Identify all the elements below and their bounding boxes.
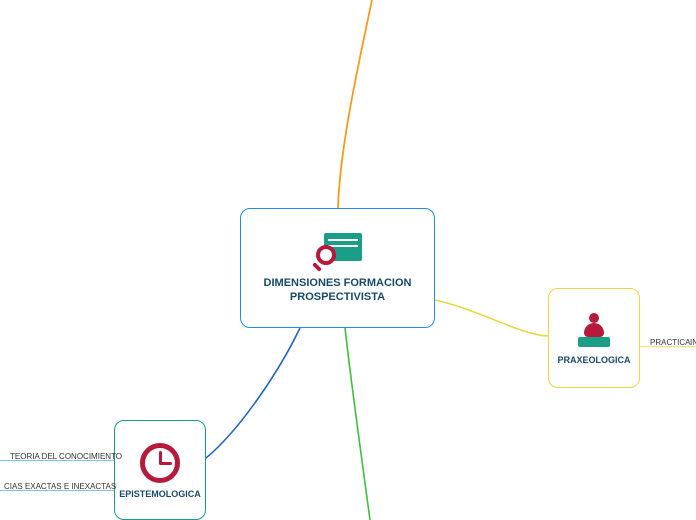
leaf-instru[interactable]: INSTRU [686, 336, 696, 349]
connector-episte [206, 328, 300, 458]
connector-bottom [345, 328, 370, 520]
leaf-exactas[interactable]: CIAS EXACTAS E INEXACTAS [0, 480, 120, 493]
magnifier-document-icon [310, 231, 366, 271]
leaf-teoria[interactable]: TEORIA DEL CONOCIMIENTO [6, 450, 126, 463]
person-desk-icon [574, 311, 614, 351]
clock-icon [138, 441, 182, 485]
connector-praxe [435, 300, 548, 336]
epistemologica-node[interactable]: EPISTEMOLOGICA [114, 420, 206, 520]
connector-top [338, 0, 372, 208]
central-node[interactable]: DIMENSIONES FORMACION PROSPECTIVISTA [240, 208, 435, 328]
praxeologica-label: PRAXEOLOGICA [558, 355, 631, 365]
praxeologica-node[interactable]: PRAXEOLOGICA [548, 288, 640, 388]
epistemologica-label: EPISTEMOLOGICA [119, 489, 201, 499]
central-title: DIMENSIONES FORMACION PROSPECTIVISTA [251, 277, 424, 305]
